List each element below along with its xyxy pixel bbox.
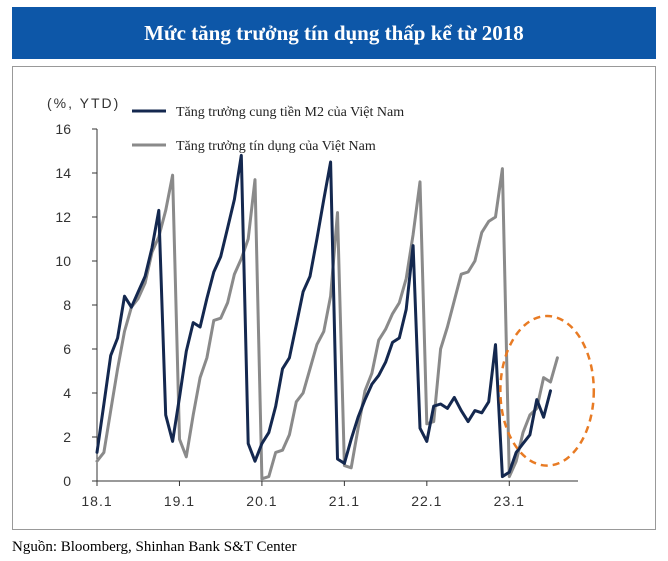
x-tick-label: 20.1 — [246, 493, 277, 509]
y-tick-label: 2 — [63, 429, 71, 445]
highlight-circle — [499, 314, 596, 467]
x-tick-label: 22.1 — [411, 493, 442, 509]
x-tick-label: 23.1 — [494, 493, 525, 509]
source-note: Nguồn: Bloomberg, Shinhan Bank S&T Cente… — [12, 539, 297, 555]
credit-growth-line — [95, 167, 559, 481]
y-tick-label: 12 — [55, 209, 71, 225]
chart-title: Mức tăng trưởng tín dụng thấp kể từ 2018 — [144, 20, 524, 45]
x-tick-label: 21.1 — [329, 493, 360, 509]
y-tick-label: 4 — [63, 385, 71, 401]
y-tick-label: 0 — [63, 473, 71, 489]
y-axis-label: (%, YTD) — [47, 95, 120, 111]
x-tick-label: 19.1 — [164, 493, 195, 509]
y-tick-label: 10 — [55, 253, 71, 269]
y-tick-label: 16 — [55, 121, 71, 137]
chart-title-bar: Mức tăng trưởng tín dụng thấp kể từ 2018 — [12, 7, 656, 59]
legend-item-m2-label: Tăng trưởng cung tiền M2 của Việt Nam — [176, 105, 404, 120]
x-tick-label: 18.1 — [81, 493, 112, 509]
y-tick-label: 6 — [63, 341, 71, 357]
chart-frame — [12, 66, 656, 530]
y-tick-label: 14 — [55, 165, 71, 181]
legend: Tăng trưởng cung tiền M2 của Việt Nam Tăn… — [132, 105, 404, 154]
y-tick-label: 8 — [63, 297, 71, 313]
legend-item-credit-label: Tăng trưởng tín dụng của Việt Nam — [176, 139, 376, 154]
m2-growth-line — [95, 153, 552, 479]
